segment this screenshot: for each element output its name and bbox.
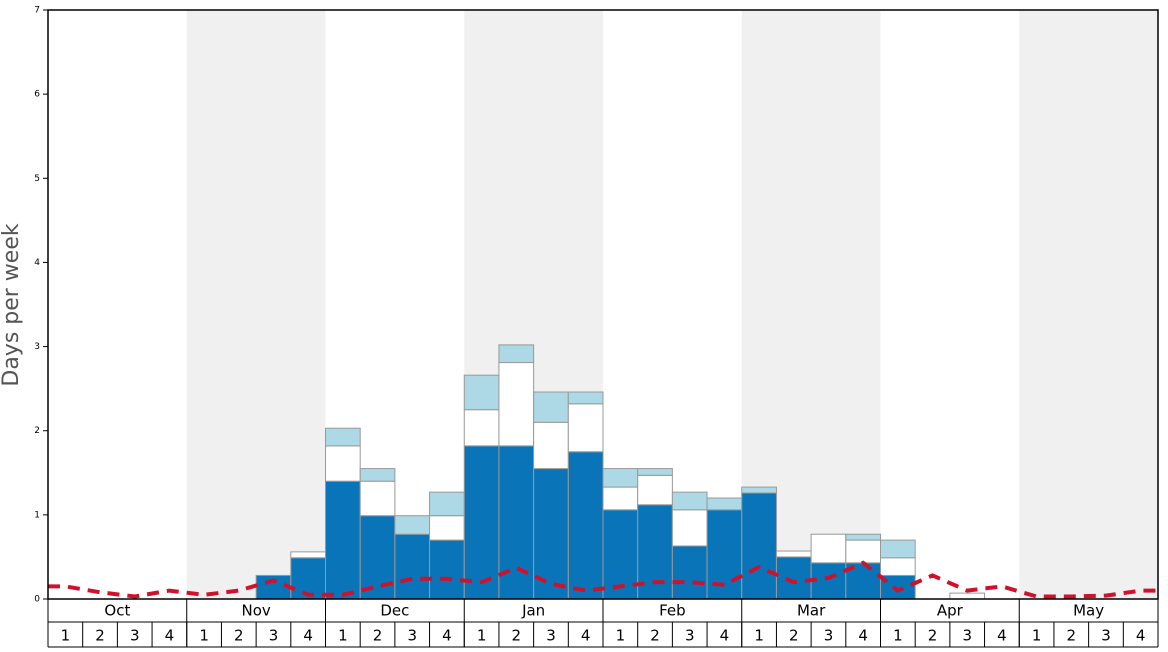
month-label: Feb xyxy=(659,602,686,620)
x-tick-label: 2 xyxy=(789,627,799,645)
x-tick-label: 3 xyxy=(962,627,972,645)
x-tick-label: 1 xyxy=(1032,627,1042,645)
x-tick-label: 2 xyxy=(373,627,383,645)
bar-segment xyxy=(602,468,639,488)
bar-segment xyxy=(359,468,396,482)
bar-segment xyxy=(498,344,535,364)
month-label: Dec xyxy=(380,602,409,620)
bar-segment xyxy=(602,486,639,511)
x-tick-label: 2 xyxy=(512,627,522,645)
trend-line xyxy=(48,560,1158,599)
month-label: Apr xyxy=(937,602,964,620)
x-tick-label: 1 xyxy=(338,627,348,645)
y-tick-label: 2 xyxy=(34,426,40,436)
bar-segment xyxy=(394,515,431,535)
bar-segment xyxy=(325,427,361,447)
x-tick-label: 2 xyxy=(1067,627,1077,645)
bar-segment xyxy=(845,539,881,564)
bar-segment xyxy=(359,515,396,600)
month-shade xyxy=(186,10,326,599)
bar-segment xyxy=(880,539,916,559)
bar-segment xyxy=(394,533,431,600)
bar-segment xyxy=(533,421,569,470)
y-tick-label: 1 xyxy=(34,510,40,520)
x-tick-label: 1 xyxy=(754,627,764,645)
bar-segment xyxy=(290,551,326,559)
bar-segment xyxy=(637,474,673,506)
bar-segment xyxy=(463,445,500,600)
y-axis-label: Days per week xyxy=(0,223,24,386)
month-shade xyxy=(1019,10,1158,599)
bar-segment xyxy=(359,480,396,517)
x-tick-label: 1 xyxy=(616,627,626,645)
bar-segment xyxy=(671,491,708,511)
x-tick-label: 4 xyxy=(1136,627,1146,645)
y-tick-label: 5 xyxy=(34,174,40,184)
x-tick-label: 3 xyxy=(269,627,279,645)
x-tick-label: 1 xyxy=(61,627,71,645)
x-tick-label: 4 xyxy=(442,627,452,645)
x-tick-label: 4 xyxy=(720,627,730,645)
bar-segment xyxy=(325,445,361,482)
bar-segment xyxy=(567,403,604,453)
x-tick-label: 4 xyxy=(997,627,1007,645)
y-tick-label: 0 xyxy=(34,595,40,605)
month-label: Jan xyxy=(521,602,545,620)
bar-segment xyxy=(741,492,777,600)
bar-segment xyxy=(533,468,569,600)
bar-segment xyxy=(706,497,743,511)
bar-segment xyxy=(567,451,604,600)
month-label: May xyxy=(1073,602,1104,620)
x-tick-label: 1 xyxy=(893,627,903,645)
bar-segment xyxy=(775,556,812,600)
bar-segment xyxy=(325,480,361,600)
bar-segment xyxy=(463,374,500,411)
bar-segment xyxy=(429,491,465,517)
x-tick-label: 1 xyxy=(477,627,487,645)
x-tick-label: 3 xyxy=(407,627,417,645)
x-tick-label: 2 xyxy=(928,627,938,645)
bar-segment xyxy=(429,515,465,541)
bar-segment xyxy=(463,409,500,447)
bar-segment xyxy=(429,539,465,600)
bar-segment xyxy=(637,468,673,476)
y-tick-label: 3 xyxy=(34,342,40,352)
x-tick-label: 2 xyxy=(95,627,105,645)
y-tick-label: 7 xyxy=(34,6,40,16)
bar-segment xyxy=(290,557,326,600)
bar-segment xyxy=(533,391,569,423)
bar-segment xyxy=(810,533,847,564)
x-tick-label: 2 xyxy=(234,627,244,645)
x-tick-label: 2 xyxy=(650,627,660,645)
bar-segment xyxy=(671,509,708,547)
x-tick-label: 4 xyxy=(165,627,175,645)
x-tick-label: 4 xyxy=(303,627,313,645)
bar-segment xyxy=(567,391,604,405)
bar-segment xyxy=(706,509,743,600)
bar-segment xyxy=(775,550,812,558)
x-tick-label: 3 xyxy=(1101,627,1111,645)
month-label: Oct xyxy=(104,602,130,620)
x-tick-label: 3 xyxy=(824,627,834,645)
x-tick-label: 4 xyxy=(581,627,591,645)
x-tick-label: 4 xyxy=(858,627,868,645)
x-tick-label: 3 xyxy=(685,627,695,645)
bar-segment xyxy=(671,545,708,600)
x-tick-label: 3 xyxy=(546,627,556,645)
month-label: Mar xyxy=(797,602,826,620)
bar-segment xyxy=(498,362,535,447)
bar-segment xyxy=(845,533,881,541)
bar-segment xyxy=(602,509,639,600)
bar-segment xyxy=(880,557,916,576)
bar-segment xyxy=(949,592,986,600)
bar-segment xyxy=(498,445,535,600)
x-tick-label: 1 xyxy=(199,627,209,645)
bar-segment xyxy=(741,486,777,494)
y-tick-label: 6 xyxy=(34,90,40,100)
x-tick-label: 3 xyxy=(130,627,140,645)
y-tick-label: 4 xyxy=(34,258,40,268)
month-label: Nov xyxy=(241,602,270,620)
